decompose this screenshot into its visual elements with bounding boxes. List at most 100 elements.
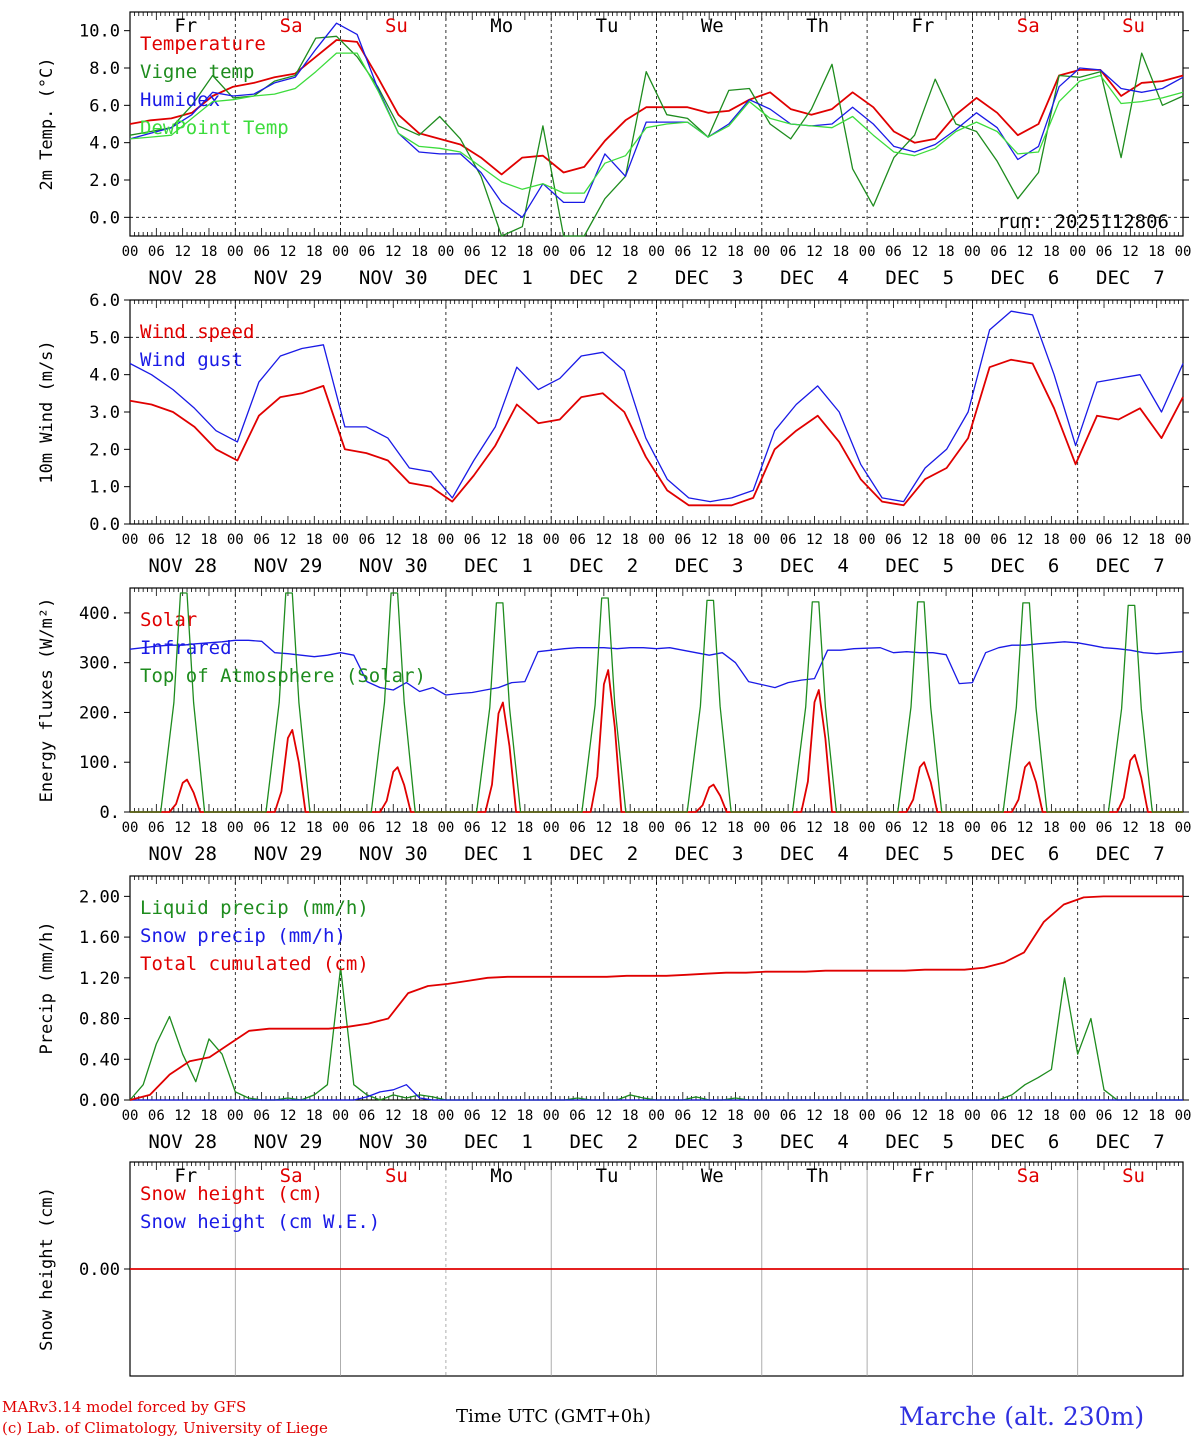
hour-label: 18: [727, 820, 744, 836]
hour-label: 12: [595, 532, 612, 548]
y-tick-label: 0.: [100, 803, 120, 823]
date-label: DEC 4: [780, 843, 849, 865]
date-label: DEC 3: [675, 555, 744, 577]
hour-label: 00: [227, 244, 244, 260]
date-label: DEC 7: [1096, 843, 1165, 865]
hour-label: 06: [990, 1108, 1007, 1124]
hour-label: 00: [122, 532, 139, 548]
hour-label: 06: [1096, 820, 1113, 836]
date-label: DEC 6: [991, 555, 1060, 577]
day-name: Fr: [174, 1165, 197, 1187]
day-name: Fr: [174, 15, 197, 37]
hour-label: 18: [1043, 820, 1060, 836]
hour-label: 00: [1175, 244, 1192, 260]
hour-label: 18: [622, 820, 639, 836]
day-name: Mo: [490, 1165, 513, 1187]
series-line-snow-precip-mm-h: [130, 1084, 1183, 1101]
hour-label: 12: [280, 532, 297, 548]
date-label: NOV 29: [254, 843, 323, 865]
hour-label: 18: [516, 244, 533, 260]
legend-entry: Solar: [140, 609, 197, 631]
hour-label: 18: [306, 820, 323, 836]
hour-label: 12: [595, 244, 612, 260]
hour-label: 00: [859, 244, 876, 260]
y-tick-label: 2.00: [79, 887, 120, 907]
date-label: DEC 3: [675, 843, 744, 865]
hour-label: 18: [938, 1108, 955, 1124]
hour-label: 18: [1043, 244, 1060, 260]
day-name: Su: [1122, 15, 1145, 37]
legend-entry: DewPoint Temp: [140, 117, 289, 139]
hour-label: 12: [1017, 820, 1034, 836]
hour-label: 18: [832, 532, 849, 548]
date-label: DEC 2: [570, 843, 639, 865]
hour-label: 06: [569, 820, 586, 836]
day-name: Su: [385, 15, 408, 37]
y-tick-label: 200.: [79, 703, 120, 723]
day-name: Sa: [1017, 1165, 1040, 1187]
hour-label: 00: [964, 532, 981, 548]
date-label: DEC 2: [570, 267, 639, 289]
hour-label: 06: [674, 244, 691, 260]
date-label: NOV 28: [148, 555, 217, 577]
hour-label: 00: [332, 244, 349, 260]
hour-label: 12: [385, 820, 402, 836]
hour-label: 18: [411, 820, 428, 836]
hour-label: 18: [201, 1108, 218, 1124]
date-label: NOV 28: [148, 1131, 217, 1153]
hour-label: 06: [990, 244, 1007, 260]
hour-label: 06: [569, 1108, 586, 1124]
hour-label: 12: [490, 532, 507, 548]
series-line-infrared: [129, 639, 1184, 696]
hour-label: 12: [595, 820, 612, 836]
y-tick-label: 0.80: [79, 1010, 120, 1030]
y-tick-label: 300.: [79, 654, 120, 674]
hour-label: 18: [516, 820, 533, 836]
hour-label: 00: [227, 1108, 244, 1124]
y-tick-label: 10.0: [79, 22, 120, 42]
hour-label: 06: [253, 244, 270, 260]
y-tick-label: 5.0: [89, 328, 120, 348]
panel-4: 0.00 0.40 0.80 1.20 1.60 2.00 Precip (mm/h) Liq…: [37, 875, 1191, 1153]
y-tick-label: 4.0: [89, 134, 120, 154]
hour-label: 18: [832, 244, 849, 260]
hour-label: 12: [280, 820, 297, 836]
hour-label: 12: [1017, 1108, 1034, 1124]
hour-label: 06: [148, 1108, 165, 1124]
hour-label: 12: [911, 532, 928, 548]
hour-label: 06: [990, 820, 1007, 836]
legend-entry: Snow height (cm W.E.): [140, 1211, 380, 1233]
legend-entry: Wind speed: [140, 321, 254, 343]
hour-label: 06: [885, 820, 902, 836]
hour-label: 12: [806, 1108, 823, 1124]
hour-label: 00: [227, 820, 244, 836]
date-label: DEC 6: [991, 1131, 1060, 1153]
panel-1: 0.0 2.0 4.0 6.0 8.0 10.0 2m Temp. (°C) Temperat…: [37, 11, 1192, 289]
hour-label: 00: [859, 820, 876, 836]
hour-label: 12: [490, 1108, 507, 1124]
plot-frame: [129, 587, 1184, 813]
date-label: DEC 7: [1096, 555, 1165, 577]
hour-label: 18: [1043, 1108, 1060, 1124]
hour-label: 18: [411, 244, 428, 260]
hour-label: 00: [1069, 532, 1086, 548]
legend-entry: Temperature: [140, 33, 266, 55]
hour-label: 00: [543, 1108, 560, 1124]
hour-label: 06: [885, 1108, 902, 1124]
hour-label: 06: [253, 820, 270, 836]
legend-entry: Snow height (cm): [140, 1183, 323, 1205]
hour-label: 00: [332, 820, 349, 836]
hour-label: 06: [674, 532, 691, 548]
y-axis-label: Precip (mm/h): [37, 921, 57, 1054]
hour-label: 00: [122, 1108, 139, 1124]
hour-label: 12: [806, 244, 823, 260]
legend-entry: Liquid precip (mm/h): [140, 897, 369, 919]
y-axis-label: 10m Wind (m/s): [37, 340, 57, 483]
hour-label: 00: [859, 532, 876, 548]
date-label: DEC 5: [885, 555, 954, 577]
date-label: DEC 4: [780, 555, 849, 577]
y-tick-label: 0.0: [89, 515, 120, 535]
hour-label: 12: [385, 1108, 402, 1124]
date-label: NOV 29: [254, 267, 323, 289]
